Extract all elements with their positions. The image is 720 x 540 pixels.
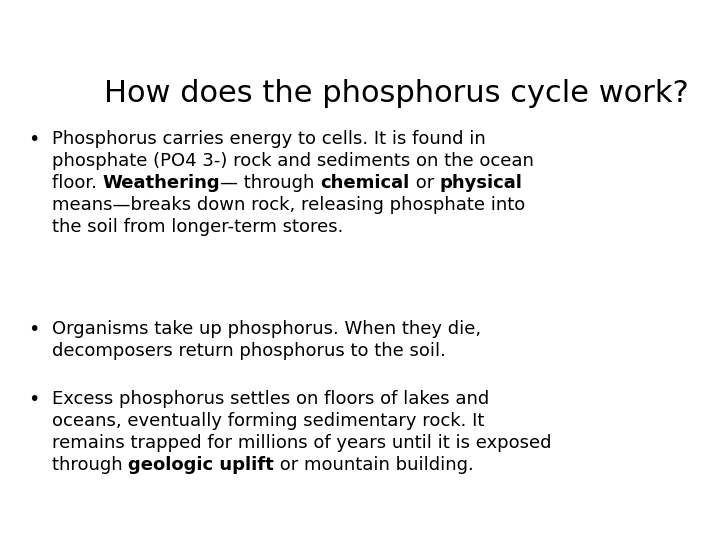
Text: •: • (28, 130, 40, 149)
Text: or mountain building.: or mountain building. (274, 456, 474, 474)
Text: Weathering: Weathering (103, 174, 220, 192)
Text: phosphate (PO4 3-) rock and sediments on the ocean: phosphate (PO4 3-) rock and sediments on… (52, 152, 534, 170)
Text: or: or (410, 174, 440, 192)
Text: decomposers return phosphorus to the soil.: decomposers return phosphorus to the soi… (52, 342, 446, 360)
Text: floor.: floor. (52, 174, 103, 192)
Text: Organisms take up phosphorus. When they die,: Organisms take up phosphorus. When they … (52, 320, 481, 338)
Text: •: • (28, 390, 40, 409)
Text: — through: — through (220, 174, 320, 192)
Text: How does the phosphorus cycle work?: How does the phosphorus cycle work? (104, 79, 689, 107)
Text: Excess phosphorus settles on floors of lakes and: Excess phosphorus settles on floors of l… (52, 390, 490, 408)
Text: geologic uplift: geologic uplift (128, 456, 274, 474)
Text: •: • (28, 320, 40, 339)
Text: oceans, eventually forming sedimentary rock. It: oceans, eventually forming sedimentary r… (52, 412, 485, 430)
Text: remains trapped for millions of years until it is exposed: remains trapped for millions of years un… (52, 434, 552, 452)
Text: the soil from longer-term stores.: the soil from longer-term stores. (52, 218, 343, 236)
Text: means—breaks down rock, releasing phosphate into: means—breaks down rock, releasing phosph… (52, 196, 526, 214)
Text: chemical: chemical (320, 174, 410, 192)
Text: physical: physical (440, 174, 523, 192)
Text: Phosphorus carries energy to cells. It is found in: Phosphorus carries energy to cells. It i… (52, 130, 486, 148)
Text: through: through (52, 456, 128, 474)
